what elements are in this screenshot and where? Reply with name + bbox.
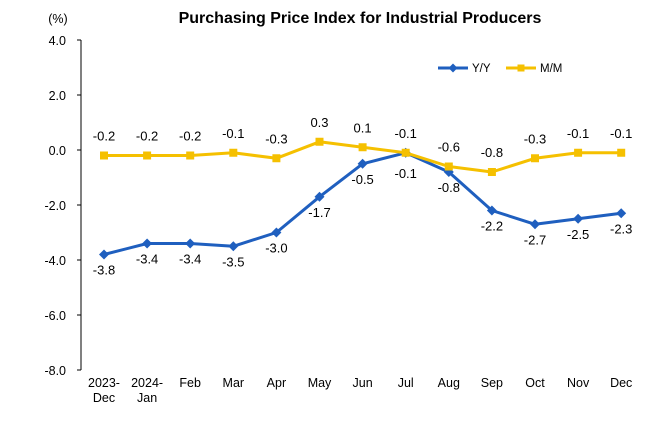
data-label: -2.5	[567, 227, 589, 242]
x-tick-label: 2023-	[88, 376, 120, 390]
x-tick-label: Apr	[267, 376, 286, 390]
data-point-mm	[574, 149, 582, 157]
data-label: -0.8	[481, 145, 503, 160]
data-label: -0.2	[93, 129, 115, 144]
x-tick-label: Nov	[567, 376, 590, 390]
legend-marker-mm	[518, 65, 525, 72]
x-tick-label: Mar	[223, 376, 245, 390]
x-tick-label: Jan	[137, 391, 157, 405]
x-tick-label: Jul	[398, 376, 414, 390]
data-label: -2.7	[524, 232, 546, 247]
y-tick-label: 4.0	[49, 34, 66, 48]
data-label: -3.5	[222, 254, 244, 269]
legend-label: M/M	[540, 63, 562, 75]
data-point-mm	[531, 154, 539, 162]
data-label: -0.1	[567, 126, 589, 141]
data-label: -2.3	[610, 221, 632, 236]
data-label: -3.4	[136, 252, 158, 267]
y-tick-label: -6.0	[44, 309, 66, 323]
data-point-mm	[316, 138, 324, 146]
line-chart: Purchasing Price Index for Industrial Pr…	[0, 0, 660, 440]
data-point-yy	[228, 241, 238, 251]
data-point-mm	[488, 168, 496, 176]
series-group: -3.8 -3.4 -3.4 -3.5 -3.0 -1.7 -0.5 -0.1 -0.8 -2.2…	[93, 115, 633, 278]
data-point-mm	[617, 149, 625, 157]
data-label: -0.3	[265, 131, 287, 146]
data-point-mm	[359, 143, 367, 151]
x-tick-label: Feb	[179, 376, 201, 390]
data-point-mm	[186, 152, 194, 160]
data-point-mm	[229, 149, 237, 157]
data-label: -0.1	[394, 166, 416, 181]
y-tick-label: 2.0	[49, 89, 66, 103]
y-tick-label: -4.0	[44, 254, 66, 268]
data-label: -0.8	[438, 180, 460, 195]
data-point-yy	[530, 219, 540, 229]
y-tick-label: 0.0	[49, 144, 66, 158]
data-label: -3.0	[265, 241, 287, 256]
data-point-yy	[185, 239, 195, 249]
chart-title: Purchasing Price Index for Industrial Pr…	[179, 10, 542, 27]
data-label: -1.7	[308, 205, 330, 220]
x-tick-label: 2024-	[131, 376, 163, 390]
data-point-mm	[402, 149, 410, 157]
x-tick-label: May	[308, 376, 332, 390]
data-point-yy	[616, 208, 626, 218]
data-label: -0.6	[438, 140, 460, 155]
data-label: -0.2	[136, 129, 158, 144]
data-label: -0.5	[351, 172, 373, 187]
data-label: -0.1	[394, 126, 416, 141]
data-label: -0.1	[610, 126, 632, 141]
data-label: -3.8	[93, 263, 115, 278]
legend-marker-yy	[449, 64, 458, 73]
x-tick-label: Aug	[438, 376, 460, 390]
x-tick-label: Dec	[93, 391, 115, 405]
data-point-yy	[99, 250, 109, 260]
data-label: 0.1	[354, 120, 372, 135]
data-point-yy	[142, 239, 152, 249]
data-label: 0.3	[310, 115, 328, 130]
data-point-mm	[100, 152, 108, 160]
x-tick-label: Sep	[481, 376, 503, 390]
data-label: -3.4	[179, 252, 201, 267]
x-tick-label: Dec	[610, 376, 632, 390]
y-axis-unit-label: (%)	[48, 12, 67, 26]
data-point-mm	[272, 154, 280, 162]
x-tick-label: Jun	[353, 376, 373, 390]
x-tick-label: Oct	[525, 376, 545, 390]
y-axis-ticks: 4.0 2.0 0.0 -2.0 -4.0 -6.0 -8.0	[44, 34, 81, 378]
y-tick-label: -8.0	[44, 364, 66, 378]
data-point-mm	[143, 152, 151, 160]
data-point-mm	[445, 163, 453, 171]
data-point-yy	[573, 214, 583, 224]
legend: Y/Y M/M	[438, 63, 562, 75]
legend-label: Y/Y	[472, 63, 491, 75]
y-tick-label: -2.0	[44, 199, 66, 213]
data-label: -0.3	[524, 131, 546, 146]
data-label: -0.1	[222, 126, 244, 141]
data-label: -2.2	[481, 219, 503, 234]
data-label: -0.2	[179, 129, 201, 144]
